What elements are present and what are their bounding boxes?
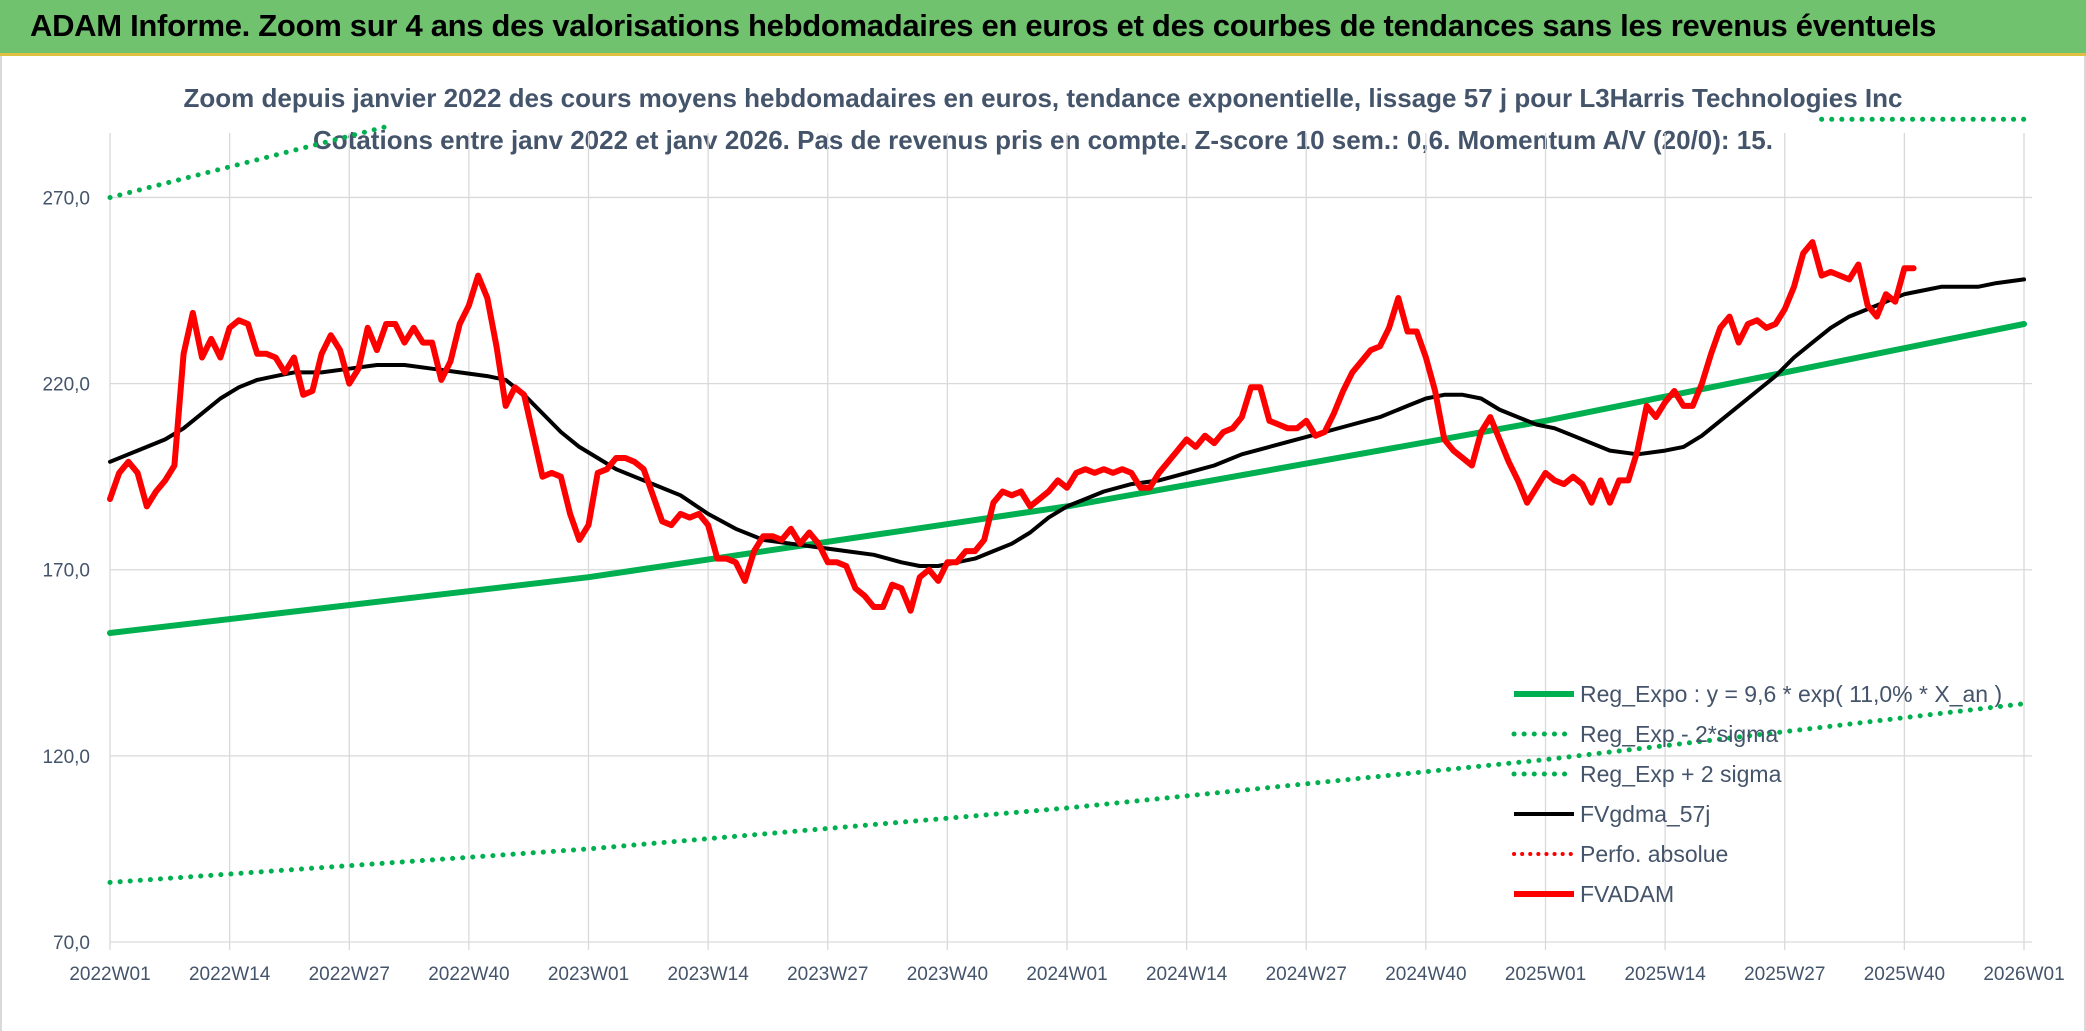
series-fvgdma-57j <box>108 277 2026 568</box>
y-tick-label: 170,0 <box>42 561 90 582</box>
header-bar: ADAM Informe. Zoom sur 4 ans des valoris… <box>0 0 2086 56</box>
chart-title-line1: Zoom depuis janvier 2022 des cours moyen… <box>184 83 1903 113</box>
x-tick-label: 2023W01 <box>548 964 629 985</box>
x-tick-label: 2024W14 <box>1146 964 1228 985</box>
y-tick-label: 220,0 <box>42 375 90 396</box>
series-reg-exp-2-sigma <box>107 701 2027 885</box>
legend-label: Perfo. absolue <box>1580 841 1728 867</box>
chart-svg: Zoom depuis janvier 2022 des cours moyen… <box>42 83 2064 985</box>
series-reg-exp-2-sigma <box>107 124 389 200</box>
x-tick-label: 2022W27 <box>309 964 390 985</box>
y-tick-label: 270,0 <box>42 188 90 209</box>
x-tick-label: 2024W27 <box>1266 964 1347 985</box>
x-tick-label: 2025W14 <box>1624 964 1706 985</box>
legend: Reg_Expo : y = 9,6 * exp( 11,0% * X_an )… <box>1511 681 2002 907</box>
legend-label: FVgdma_57j <box>1580 801 1710 827</box>
legend-label: FVADAM <box>1580 881 1674 907</box>
legend-label: Reg_Expo : y = 9,6 * exp( 11,0% * X_an ) <box>1580 681 2002 707</box>
x-tick-label: 2023W40 <box>907 964 988 985</box>
chart-area: Zoom depuis janvier 2022 des cours moyen… <box>0 56 2086 1031</box>
legend-label: Reg_Exp + 2 sigma <box>1580 761 1782 787</box>
chart-title-line2: Cotations entre janv 2022 et janv 2026. … <box>313 125 1773 155</box>
y-tick-label: 120,0 <box>42 747 90 768</box>
series-fvadam <box>107 239 1917 614</box>
x-tick-label: 2022W01 <box>69 964 150 985</box>
y-tick-label: 70,0 <box>53 933 90 954</box>
x-tick-label: 2022W40 <box>428 964 509 985</box>
x-tick-label: 2025W27 <box>1744 964 1825 985</box>
x-tick-label: 2025W40 <box>1864 964 1945 985</box>
x-tick-label: 2024W01 <box>1026 964 1107 985</box>
legend-label: Reg_Exp - 2*sigma <box>1580 721 1778 747</box>
x-tick-label: 2023W14 <box>667 964 749 985</box>
grid-layer <box>109 133 2032 950</box>
series-layer <box>107 116 2027 885</box>
x-tick-label: 2024W40 <box>1385 964 1466 985</box>
header-title: ADAM Informe. Zoom sur 4 ans des valoris… <box>30 8 1937 43</box>
axis-layer: 70,0 120,0 170,0 220,0 270,0 2022W01 2022W14 20… <box>42 188 2064 985</box>
x-tick-label: 2023W27 <box>787 964 868 985</box>
x-tick-label: 2025W01 <box>1505 964 1586 985</box>
x-tick-label: 2026W01 <box>1983 964 2064 985</box>
x-tick-label: 2022W14 <box>189 964 271 985</box>
